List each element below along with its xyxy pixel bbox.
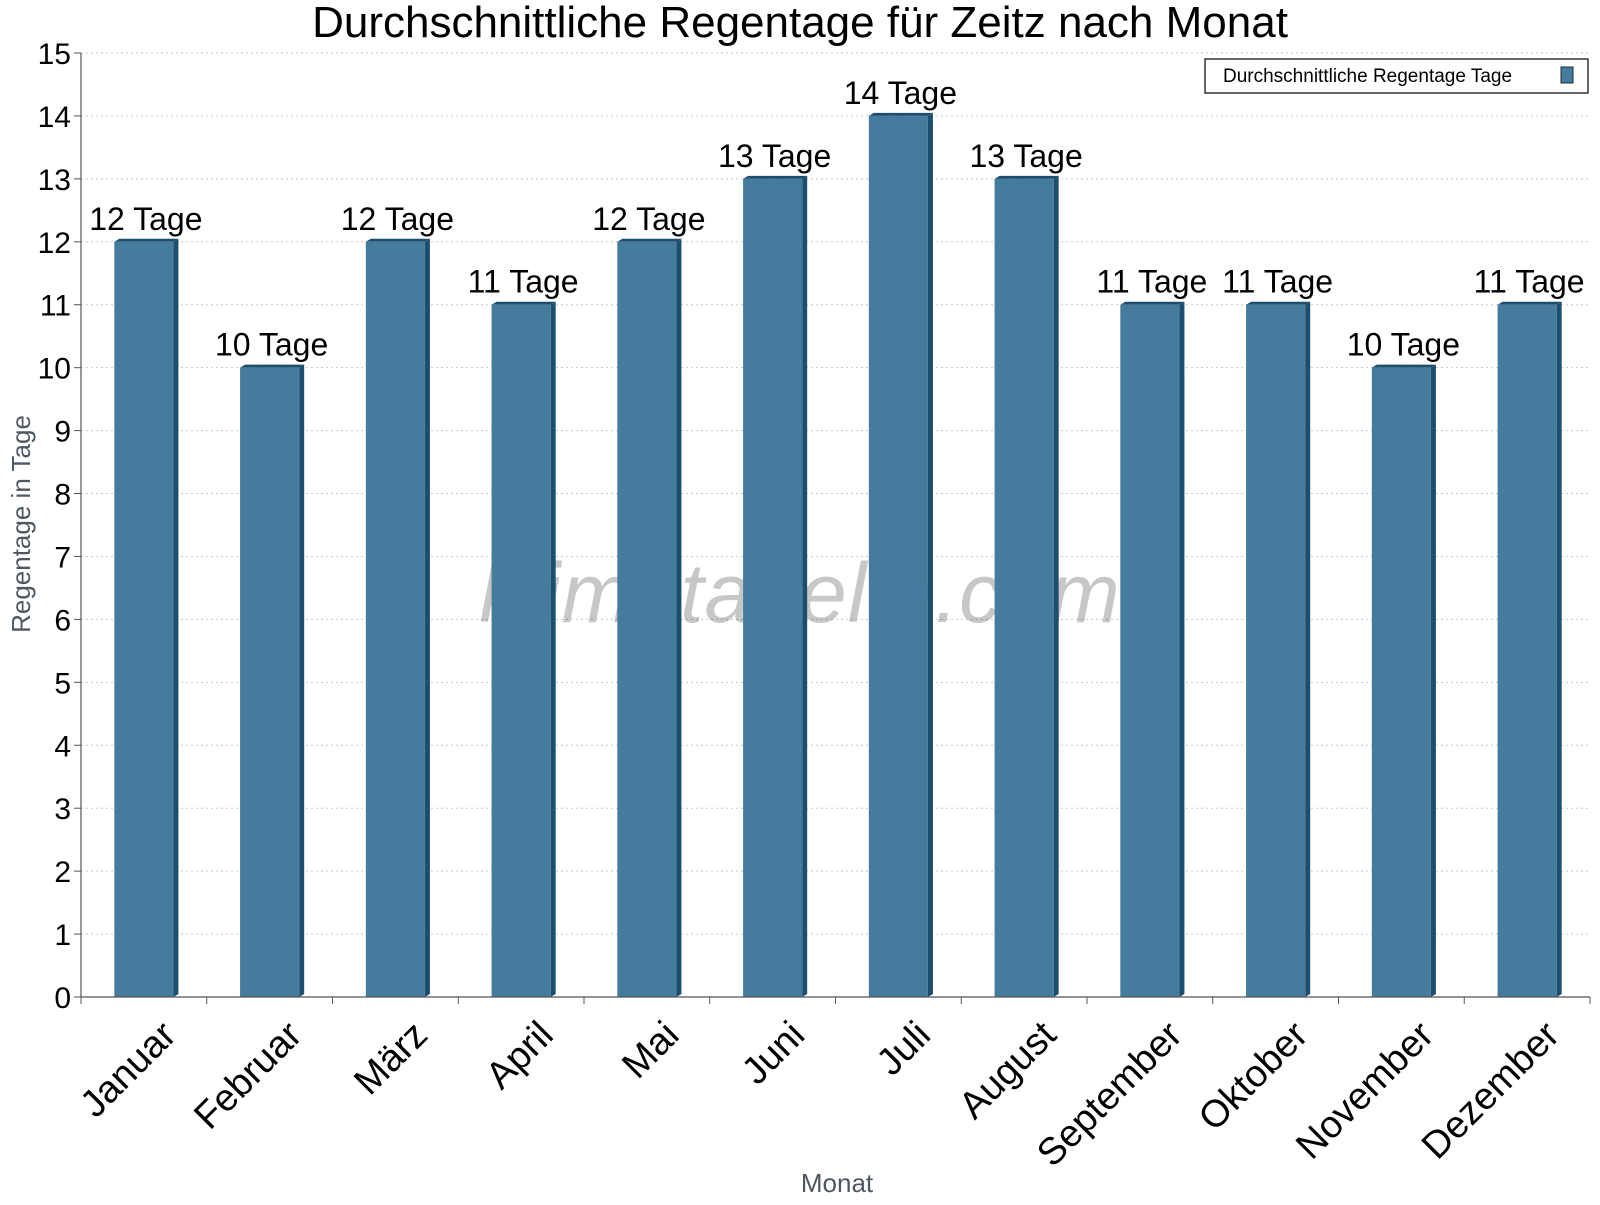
bars [114, 112, 1562, 998]
legend-label: Durchschnittliche Regentage Tage [1223, 66, 1512, 87]
y-tick-label: 11 [40, 290, 71, 323]
x-tick-label: Oktober [1191, 1014, 1317, 1140]
bar-front [1246, 304, 1306, 997]
bar-top [1246, 301, 1311, 305]
bar-4 [491, 301, 556, 997]
x-tick-label: Juni [734, 1014, 813, 1093]
bar-side [802, 175, 808, 997]
x-tick-label: Juli [869, 1014, 939, 1084]
bar-8 [994, 175, 1059, 997]
bar-side [1179, 301, 1185, 997]
x-tick-label: August [951, 1014, 1065, 1128]
bar-front [365, 241, 425, 998]
bar-9 [1120, 301, 1185, 997]
bar-top [1371, 364, 1436, 368]
x-axis-title: Monat [801, 1168, 874, 1198]
bar-1 [114, 238, 179, 998]
y-tick-label: 15 [38, 38, 71, 71]
bar-front [743, 178, 803, 997]
data-labels: 12 Tage 10 Tage 12 Tage 11 Tage 12 Tage 13 Ta… [89, 75, 1584, 363]
bar-front [240, 367, 300, 998]
data-label: 12 Tage [89, 201, 202, 237]
y-axis-title: Regentage in Tage [6, 415, 36, 633]
bar-top [994, 175, 1059, 179]
y-tick-label: 8 [54, 479, 71, 512]
data-label: 13 Tage [969, 138, 1082, 174]
bar-top [491, 301, 556, 305]
x-tick-label: Dezember [1414, 1014, 1568, 1168]
bar-front [1120, 304, 1180, 997]
y-tick-label: 10 [38, 353, 71, 386]
bar-side [1053, 175, 1059, 997]
data-label: 11 Tage [468, 264, 579, 300]
data-label: 11 Tage [1474, 264, 1585, 300]
x-tick-label: April [478, 1014, 561, 1097]
bar-top [617, 238, 682, 242]
bar-front [617, 241, 677, 998]
data-label: 11 Tage [1096, 264, 1207, 300]
bar-top [743, 175, 808, 179]
bar-front [491, 304, 551, 997]
bar-12 [1497, 301, 1562, 997]
bar-side [927, 112, 933, 997]
x-tick-label: Mai [614, 1014, 687, 1087]
bar-7 [868, 112, 933, 997]
y-tick-label: 13 [38, 164, 71, 197]
data-label: 14 Tage [844, 75, 957, 111]
y-tick-label: 7 [54, 541, 71, 574]
bar-3 [365, 238, 430, 998]
bar-top [365, 238, 430, 242]
y-tick-label: 14 [38, 101, 71, 134]
data-label: 12 Tage [341, 201, 454, 237]
y-tick-label: 4 [54, 730, 71, 763]
bar-front [1497, 304, 1557, 997]
chart-title: Durchschnittliche Regentage für Zeitz na… [312, 0, 1288, 47]
data-label: 10 Tage [215, 327, 328, 363]
bar-2 [240, 364, 305, 998]
grid-lines [81, 52, 1590, 935]
data-label: 10 Tage [1347, 327, 1460, 363]
bar-side [1305, 301, 1311, 997]
bar-side [173, 238, 179, 998]
x-tick-label: Februar [186, 1014, 310, 1138]
bar-top [1497, 301, 1562, 305]
bar-6 [743, 175, 808, 997]
legend-box [1204, 58, 1589, 94]
bar-10 [1246, 301, 1311, 997]
y-tick-label: 3 [54, 793, 71, 826]
bar-side [550, 301, 556, 997]
bar-side [1430, 364, 1436, 998]
data-label: 12 Tage [592, 201, 705, 237]
bar-side [299, 364, 305, 998]
y-tick-label: 5 [54, 667, 71, 700]
data-label: 13 Tage [718, 138, 831, 174]
bar-front [114, 241, 174, 998]
bar-top [240, 364, 305, 368]
bar-top [868, 112, 933, 116]
bar-side [1556, 301, 1562, 997]
bar-top [114, 238, 179, 242]
y-tick-label: 6 [54, 604, 71, 637]
bar-5 [617, 238, 682, 998]
x-tick-label: November [1288, 1014, 1442, 1168]
legend-swatch [1560, 66, 1574, 84]
x-tick-label: März [346, 1014, 435, 1103]
bar-front [868, 115, 928, 997]
legend: Durchschnittliche Regentage Tage [1204, 58, 1589, 94]
y-tick-label: 2 [54, 856, 71, 889]
bar-front [994, 178, 1054, 997]
bar-11 [1371, 364, 1436, 998]
y-tick-label: 12 [38, 227, 71, 260]
data-label: 11 Tage [1222, 264, 1333, 300]
bar-front [1371, 367, 1431, 998]
x-tick-label: Januar [73, 1014, 185, 1126]
y-tick-label: 9 [54, 416, 71, 449]
bar-top [1120, 301, 1185, 305]
y-tick-label: 0 [54, 982, 71, 1015]
bar-side [424, 238, 430, 998]
y-tick-label: 1 [54, 919, 71, 952]
bar-side [676, 238, 682, 998]
